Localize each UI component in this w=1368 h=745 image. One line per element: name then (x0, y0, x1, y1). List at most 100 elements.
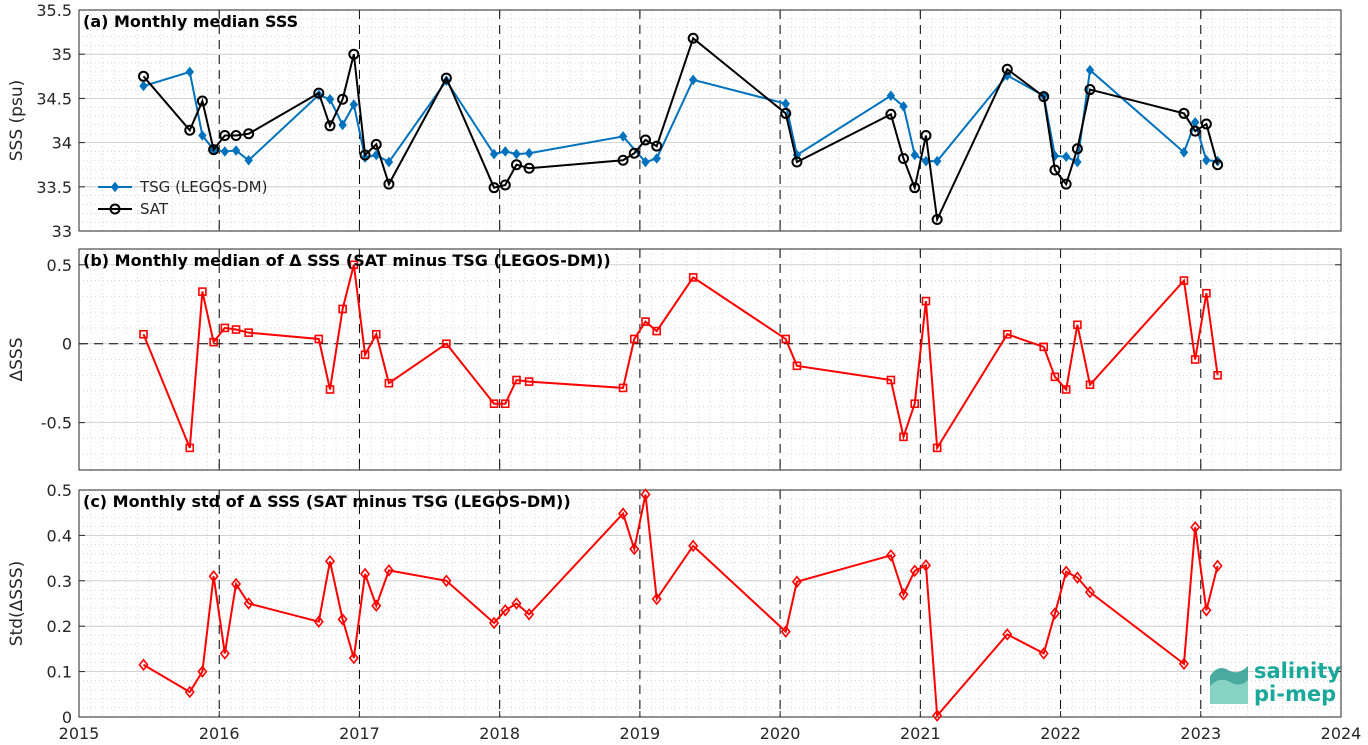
y-tick-label: 33 (52, 222, 72, 241)
data-point (1050, 372, 1060, 382)
data-point (325, 385, 335, 394)
data-point (324, 120, 336, 132)
data-point (139, 329, 148, 339)
data-point (641, 317, 650, 326)
logo-text-salinity: salinity (1254, 659, 1341, 683)
panel-3: 0 0.1 0.2 0.3 0.4 0.5 2015 2016 2017 2018 2019 2020… (7, 481, 1361, 743)
data-point (1049, 164, 1061, 176)
y-tick-label: 35 (52, 45, 72, 64)
data-point (511, 597, 522, 610)
data-point (220, 146, 230, 157)
data-point (383, 564, 394, 577)
data-point (921, 155, 931, 167)
data-point (910, 399, 920, 409)
logo-wave-shape (1210, 679, 1248, 704)
data-point (617, 154, 629, 166)
data-point (687, 32, 699, 44)
panel-title: (b) Monthly median of Δ SSS (SAT minus T… (83, 251, 611, 270)
plot-area (79, 10, 1341, 231)
data-point (1178, 657, 1189, 671)
data-point (931, 214, 943, 226)
data-point (886, 375, 896, 385)
data-point (920, 559, 931, 572)
data-point (899, 432, 908, 442)
data-point (510, 159, 522, 171)
data-point (524, 608, 535, 621)
data-point (652, 326, 662, 336)
data-point (1212, 159, 1224, 171)
panel-title: (a) Monthly median SSS (83, 12, 298, 31)
x-tick-label: 2020 (760, 724, 801, 743)
data-point (231, 325, 241, 334)
data-point (489, 616, 500, 630)
data-point (886, 90, 896, 102)
data-point (932, 443, 942, 453)
legend: TSG (LEGOS-DM) SAT (98, 178, 267, 218)
data-point (230, 130, 242, 142)
data-point (313, 87, 325, 99)
data-point (780, 107, 792, 119)
data-point (384, 156, 394, 168)
data-point (489, 399, 499, 409)
y-axis-label: ΔSSS (7, 337, 27, 381)
legend-label: SAT (140, 200, 169, 218)
data-point (688, 74, 698, 86)
data-point (441, 574, 452, 588)
data-point (910, 149, 919, 161)
data-point (1084, 585, 1096, 599)
data-point (440, 72, 452, 84)
data-point (932, 709, 943, 722)
data-point (196, 95, 208, 107)
salinity-pi-mep-logo: salinity pi-mep (1210, 659, 1341, 706)
data-point (920, 130, 932, 142)
data-point (198, 287, 207, 296)
data-point (629, 334, 639, 344)
data-point (1202, 154, 1211, 166)
tick-marks (78, 9, 1342, 232)
data-point (220, 323, 230, 333)
series-line (142, 36, 1219, 224)
data-point (185, 443, 195, 453)
data-point (512, 148, 521, 160)
panel-title: (c) Monthly std of Δ SSS (SAT minus TSG … (83, 492, 571, 511)
data-point (360, 350, 370, 360)
series-delta-sss (138, 488, 1223, 722)
data-point (349, 260, 359, 270)
data-point (1190, 355, 1200, 364)
data-point (371, 329, 381, 339)
data-point (360, 567, 371, 581)
data-point (209, 337, 218, 347)
data-point (641, 156, 650, 168)
y-tick-label: 0.5 (47, 481, 72, 500)
data-point (370, 138, 382, 150)
data-point (885, 549, 896, 562)
data-point (243, 597, 254, 610)
logo-text-pi-mep: pi-mep (1254, 682, 1336, 706)
data-point (780, 625, 791, 638)
data-point (371, 599, 382, 613)
data-point (1061, 151, 1071, 163)
data-point (618, 507, 629, 520)
data-point (628, 147, 640, 159)
x-tick-label: 2024 (1321, 724, 1362, 743)
panel-1: 33 33.5 34 34.5 35 35.5 SSS (psu) (a) Monthly m… (7, 1, 1342, 241)
data-point (337, 93, 349, 105)
data-point (1073, 156, 1082, 168)
x-tick-label: 2022 (1040, 724, 1081, 743)
data-point (1189, 125, 1201, 137)
data-point (1213, 370, 1222, 380)
data-point (442, 339, 451, 349)
data-point (208, 569, 219, 583)
data-point (1002, 329, 1012, 339)
data-point (932, 155, 942, 167)
data-point (1084, 84, 1096, 96)
data-point (244, 328, 253, 337)
data-point (501, 146, 510, 157)
data-point (138, 70, 150, 82)
data-point (1038, 91, 1050, 103)
data-point (324, 554, 336, 568)
data-point (383, 178, 395, 190)
data-point (219, 647, 230, 660)
y-tick-label: 0 (62, 708, 72, 727)
data-point (640, 488, 651, 501)
